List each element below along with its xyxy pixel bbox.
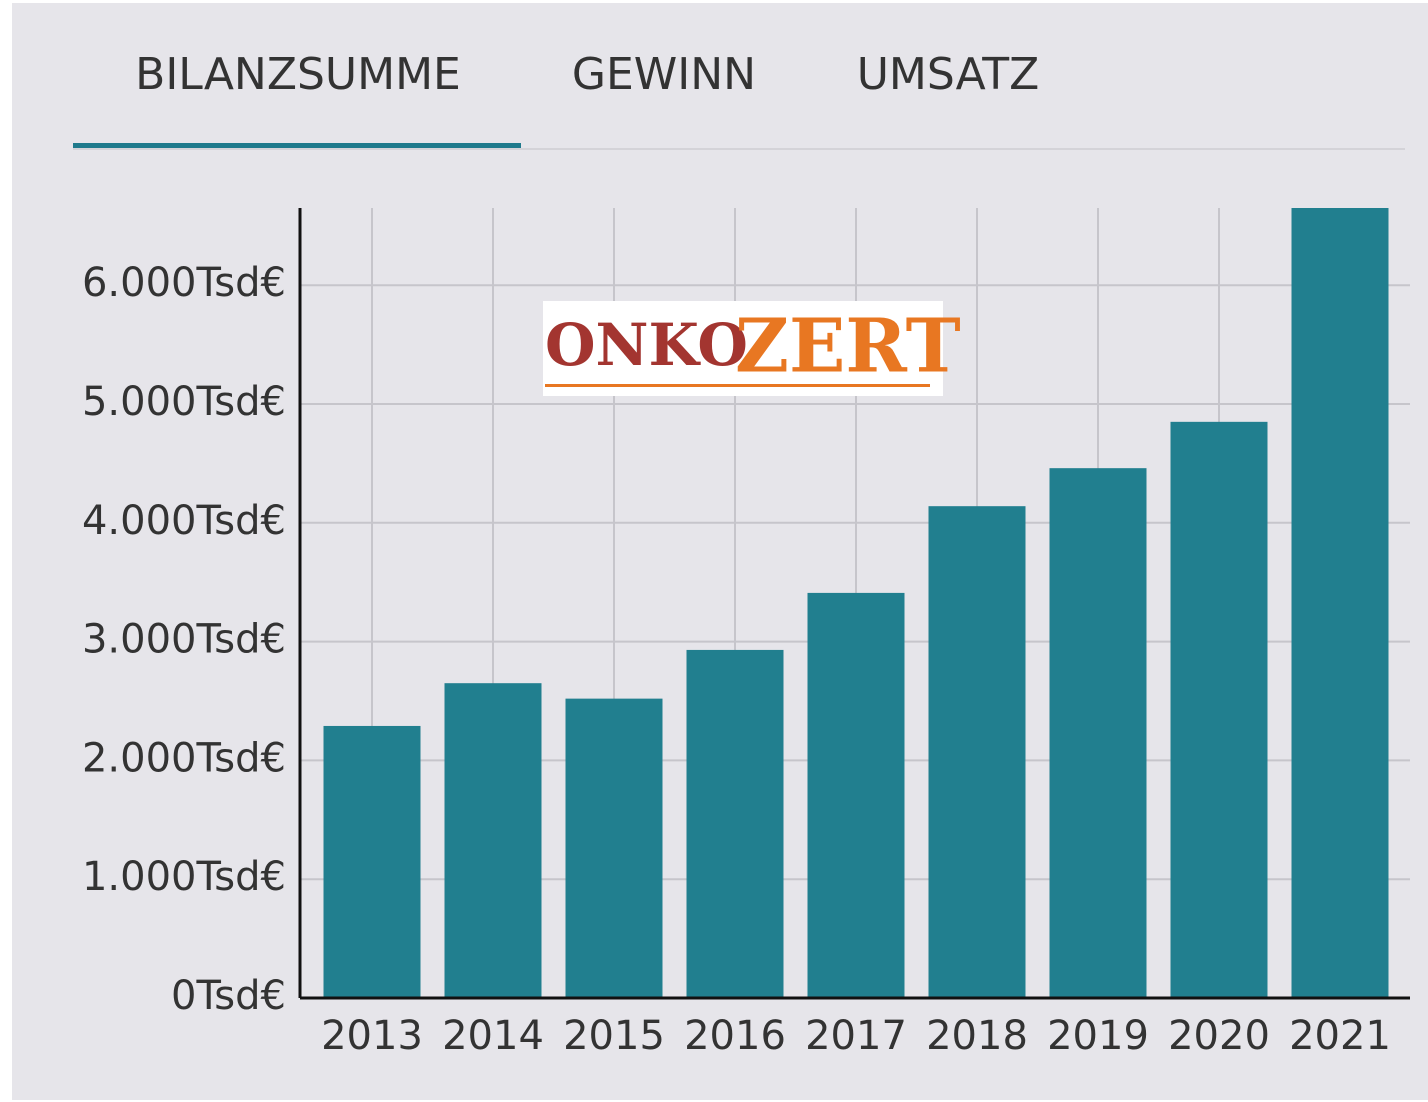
x-tick-label: 2014 (442, 1013, 544, 1059)
x-tick-label: 2013 (321, 1013, 423, 1059)
y-tick-label: 1.000Tsd€ (82, 854, 286, 900)
bar (1049, 468, 1147, 998)
x-tick-label: 2018 (926, 1013, 1028, 1059)
y-tick-label: 2.000Tsd€ (82, 735, 286, 781)
bar (686, 649, 784, 998)
tab-divider (73, 148, 1405, 150)
x-tick-label: 2017 (805, 1013, 907, 1059)
y-tick-label: 4.000Tsd€ (82, 498, 286, 544)
y-tick-label: 0Tsd€ (171, 973, 286, 1019)
plot: 0Tsd€ 1.000Tsd€ 2.000Tsd€ 3.000Tsd€ 4.000Tsd… (82, 208, 1410, 1059)
x-tick-label: 2021 (1289, 1013, 1391, 1059)
y-tick-label: 3.000Tsd€ (82, 617, 286, 663)
tab[interactable]: UMSATZ (857, 49, 1040, 100)
bar (565, 698, 663, 998)
y-tick-label: 6.000Tsd€ (82, 260, 286, 306)
x-tick-label: 2016 (684, 1013, 786, 1059)
bar (1170, 421, 1268, 998)
logo-text: ONKO (545, 311, 748, 379)
tab[interactable]: GEWINN (572, 49, 756, 100)
logo-box (543, 301, 943, 396)
y-tick-label: 5.000Tsd€ (82, 379, 286, 425)
x-tick-label: 2020 (1168, 1013, 1270, 1059)
logo-underline (545, 384, 930, 387)
logo-text: ZERT (735, 304, 961, 390)
tab-indicator (73, 143, 521, 148)
bar (444, 683, 542, 998)
bar (1291, 208, 1389, 998)
bar (323, 725, 421, 998)
logo: ONKO ZERT (543, 301, 961, 396)
bar (928, 506, 1026, 998)
x-tick-label: 2019 (1047, 1013, 1149, 1059)
tab[interactable]: BILANZSUMME (135, 49, 461, 100)
bar (807, 592, 905, 998)
x-tick-label: 2015 (563, 1013, 665, 1059)
